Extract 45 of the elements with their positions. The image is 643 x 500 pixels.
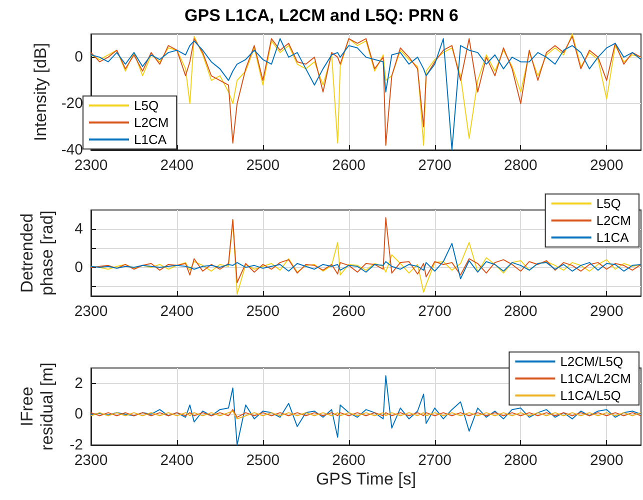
x-axis-title: GPS Time [s] bbox=[316, 470, 416, 488]
x-tick-label: 2800 bbox=[504, 303, 538, 320]
x-tick-label: 2300 bbox=[74, 303, 108, 320]
y-tick-label: 0 bbox=[74, 406, 83, 423]
y-tick-label: 0 bbox=[74, 258, 83, 276]
legend-label: L1CA/L5Q bbox=[560, 388, 621, 403]
x-tick-label: 2900 bbox=[590, 452, 624, 469]
line-series bbox=[90, 217, 642, 284]
y-tick-label: -40 bbox=[61, 142, 83, 158]
x-tick-label: 2900 bbox=[590, 303, 624, 320]
y-tick-label: -20 bbox=[61, 95, 83, 112]
legend-label: L2CM/L5Q bbox=[560, 354, 624, 369]
x-tick-label: 2400 bbox=[160, 303, 194, 320]
x-tick-label: 2900 bbox=[590, 157, 624, 174]
x-tick-label: 2500 bbox=[246, 452, 280, 469]
legend-label: L1CA bbox=[134, 132, 167, 147]
x-tick-label: 2800 bbox=[504, 157, 538, 174]
x-tick-label: 2700 bbox=[418, 157, 452, 174]
legend-label: L1CA bbox=[596, 230, 630, 245]
y-tick-label: 0 bbox=[74, 48, 83, 66]
x-tick-label: 2700 bbox=[418, 452, 452, 469]
y-tick-label: -2 bbox=[70, 436, 83, 454]
x-tick-label: 2700 bbox=[418, 303, 452, 320]
x-tick-label: 2600 bbox=[332, 452, 366, 469]
x-tick-label: 2800 bbox=[504, 452, 538, 469]
x-tick-label: 2300 bbox=[74, 157, 108, 174]
x-tick-label: 2500 bbox=[246, 157, 280, 174]
x-tick-label: 2500 bbox=[246, 303, 280, 320]
y-axis-title: Detrended phase [rad] bbox=[18, 210, 56, 296]
y-tick-label: 2 bbox=[74, 374, 83, 392]
legend-label: L5Q bbox=[134, 98, 159, 113]
legend-label: L1CA/L2CM bbox=[560, 371, 632, 386]
line-series bbox=[90, 242, 642, 280]
x-tick-label: 2600 bbox=[332, 157, 366, 174]
y-axis-title: Intensity [dB] bbox=[30, 42, 50, 142]
y-axis-title: IFree residual [m] bbox=[18, 362, 56, 450]
legend-label: L2CM bbox=[596, 213, 632, 228]
legend-label: L2CM bbox=[134, 115, 169, 130]
y-tick-label: 4 bbox=[74, 220, 83, 238]
chart-title: GPS L1CA, L2CM and L5Q: PRN 6 bbox=[184, 6, 458, 25]
x-tick-label: 2400 bbox=[160, 452, 194, 469]
legend-label: L5Q bbox=[596, 196, 621, 211]
x-tick-label: 2300 bbox=[74, 452, 108, 469]
x-tick-label: 2600 bbox=[332, 303, 366, 320]
x-tick-label: 2400 bbox=[160, 157, 194, 174]
